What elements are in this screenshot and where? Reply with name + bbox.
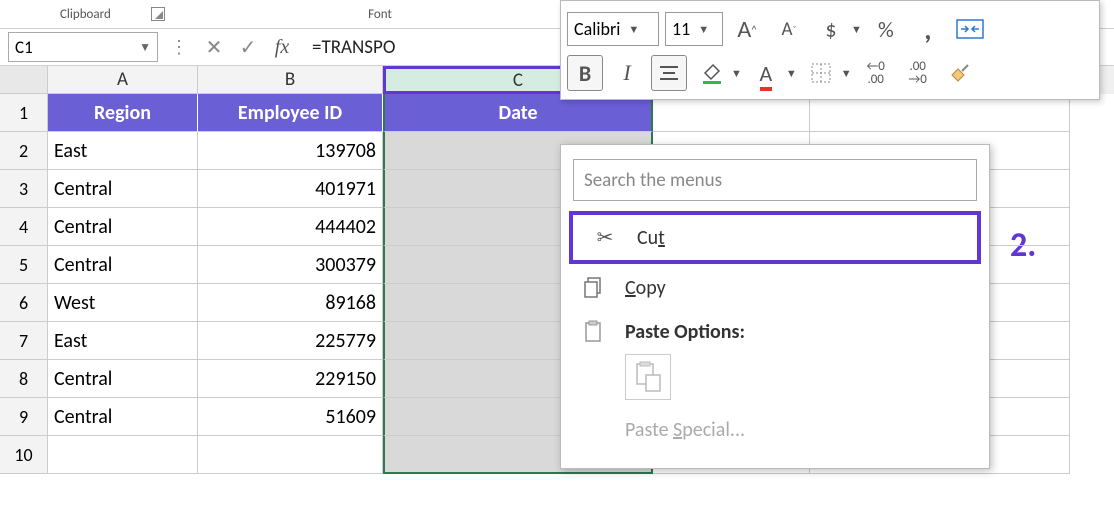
menu-heading-paste-options: Paste Options: [561, 310, 989, 354]
search-placeholder: Search the menus [584, 169, 722, 192]
cut-label: Cut [637, 226, 665, 250]
row-header[interactable]: 6 [0, 284, 48, 322]
font-name-value: Calibri [574, 18, 620, 40]
borders-icon [803, 55, 839, 91]
font-size-value: 11 [672, 18, 690, 40]
col-header-a[interactable]: A [48, 66, 198, 94]
align-center-icon[interactable] [651, 55, 687, 91]
increase-font-icon[interactable]: A^ [729, 11, 765, 47]
table-header-employee-id[interactable]: Employee ID [198, 94, 383, 132]
chevron-down-icon: ▼ [786, 67, 797, 80]
accounting-format-button[interactable]: $ ▼ [813, 11, 862, 47]
cell[interactable]: Central [48, 398, 198, 436]
cell[interactable]: 300379 [198, 246, 383, 284]
chevron-down-icon: ▼ [698, 23, 709, 36]
chevron-down-icon: ▼ [841, 67, 852, 80]
mini-toolbar: Calibri ▼ 11 ▼ A^ Aˇ $ ▼ % , B I ▼ [560, 0, 1100, 100]
paste-option-button[interactable] [625, 354, 671, 400]
merge-center-icon[interactable] [952, 11, 988, 47]
clipboard-group-label: Clipboard [60, 7, 111, 22]
chevron-down-icon: ▼ [731, 67, 742, 80]
select-all-corner[interactable] [0, 66, 48, 94]
table-header-region[interactable]: Region [48, 94, 198, 132]
decrease-font-icon[interactable]: Aˇ [771, 11, 807, 47]
row-header[interactable]: 9 [0, 398, 48, 436]
borders-button[interactable]: ▼ [803, 55, 852, 91]
copy-label: Copy [625, 276, 666, 300]
clipboard-dialog-launcher-icon[interactable] [151, 7, 165, 21]
font-name-select[interactable]: Calibri ▼ [567, 12, 659, 46]
row-header[interactable]: 10 [0, 436, 48, 474]
cell[interactable]: Central [48, 170, 198, 208]
cancel-formula-icon[interactable]: ✕ [200, 35, 228, 60]
confirm-formula-icon[interactable]: ✓ [234, 35, 262, 60]
cell[interactable]: West [48, 284, 198, 322]
row-header[interactable]: 1 [0, 94, 48, 132]
menu-search-input[interactable]: Search the menus [573, 159, 977, 201]
row-header[interactable]: 8 [0, 360, 48, 398]
dollar-icon: $ [813, 11, 849, 47]
cell[interactable]: 225779 [198, 322, 383, 360]
font-size-select[interactable]: 11 ▼ [665, 12, 723, 46]
cell[interactable]: 89168 [198, 284, 383, 322]
cell[interactable]: Central [48, 246, 198, 284]
paste-special-label: Paste Special... [625, 418, 745, 442]
cell[interactable]: Central [48, 208, 198, 246]
row-header[interactable]: 3 [0, 170, 48, 208]
bold-button[interactable]: B [567, 55, 603, 91]
chevron-down-icon: ▼ [628, 23, 639, 36]
row-header[interactable]: 4 [0, 208, 48, 246]
font-color-button[interactable]: A ▼ [748, 55, 797, 91]
context-menu: Search the menus ✂ Cut Copy Paste Option… [560, 144, 990, 469]
chevron-down-icon: ▼ [851, 23, 862, 36]
cell[interactable]: 401971 [198, 170, 383, 208]
name-box[interactable]: C1 ▼ [8, 32, 158, 62]
increase-decimal-icon[interactable]: ←0.00 [858, 55, 894, 91]
cell[interactable] [198, 436, 383, 474]
chevron-down-icon[interactable]: ▼ [139, 40, 151, 55]
row-header[interactable]: 2 [0, 132, 48, 170]
percent-icon[interactable]: % [868, 11, 904, 47]
format-painter-icon[interactable] [942, 55, 978, 91]
cell[interactable]: 139708 [198, 132, 383, 170]
menu-item-paste-special: Paste Special... [561, 408, 989, 452]
fx-icon[interactable]: fx [268, 36, 296, 59]
cell[interactable]: East [48, 322, 198, 360]
cell[interactable]: 444402 [198, 208, 383, 246]
menu-item-cut[interactable]: ✂ Cut [569, 211, 981, 264]
formula-input[interactable]: =TRANSPO [302, 36, 452, 59]
cell[interactable]: Central [48, 360, 198, 398]
copy-icon [579, 277, 607, 299]
cell[interactable]: 51609 [198, 398, 383, 436]
italic-button[interactable]: I [609, 55, 645, 91]
fill-bucket-icon [693, 55, 729, 91]
vertical-dots-icon[interactable]: ⋮ [164, 36, 194, 58]
cell[interactable] [48, 436, 198, 474]
comma-style-icon[interactable]: , [910, 11, 946, 47]
clipboard-icon [579, 320, 607, 344]
scissors-icon: ✂ [591, 225, 619, 250]
cell[interactable]: East [48, 132, 198, 170]
col-header-b[interactable]: B [198, 66, 383, 94]
decrease-decimal-icon[interactable]: .00→0 [900, 55, 936, 91]
fill-color-button[interactable]: ▼ [693, 55, 742, 91]
menu-item-copy[interactable]: Copy [561, 266, 989, 310]
row-header[interactable]: 7 [0, 322, 48, 360]
cell[interactable]: 229150 [198, 360, 383, 398]
row-header[interactable]: 5 [0, 246, 48, 284]
font-group-label: Font [368, 7, 392, 22]
paste-options-label: Paste Options: [625, 320, 745, 344]
name-box-value: C1 [15, 37, 33, 58]
font-color-icon: A [748, 55, 784, 91]
